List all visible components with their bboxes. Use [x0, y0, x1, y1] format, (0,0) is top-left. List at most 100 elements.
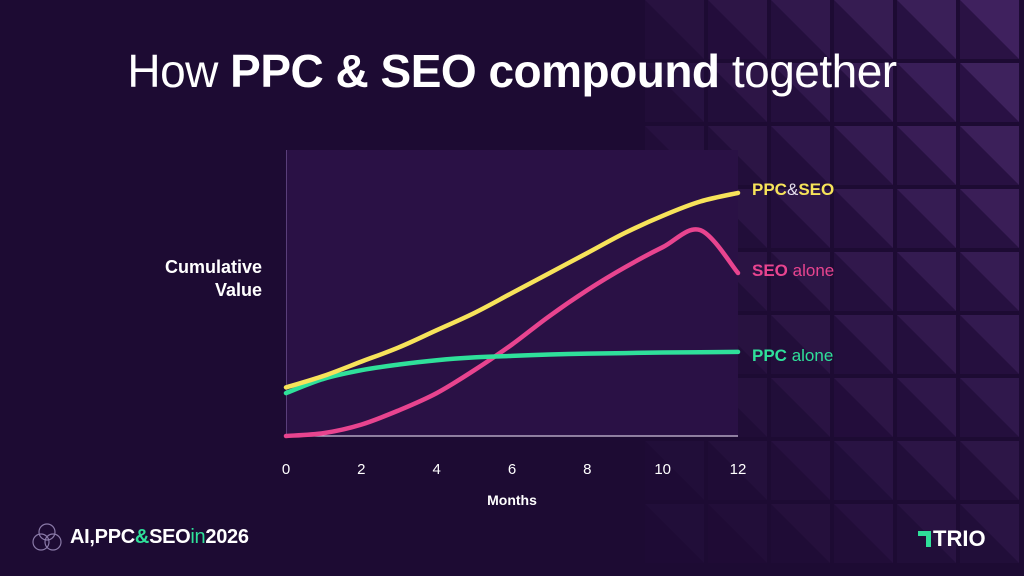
pattern-triangle [897, 441, 956, 500]
pattern-triangle [960, 126, 1019, 185]
pattern-triangle [771, 189, 830, 248]
pattern-triangle [771, 126, 830, 185]
trio-mark-icon [918, 531, 931, 547]
pattern-triangle [897, 0, 956, 59]
pattern-triangle [771, 0, 830, 59]
pattern-triangle [897, 189, 956, 248]
pattern-triangle [834, 504, 893, 563]
pattern-triangle [708, 441, 767, 500]
pattern-triangle [708, 0, 767, 59]
series-line-ppc-seo [283, 190, 741, 390]
pattern-triangle [834, 189, 893, 248]
pattern-triangle [897, 126, 956, 185]
pattern-triangle [960, 63, 1019, 122]
pattern-triangle [834, 315, 893, 374]
pattern-triangle [771, 315, 830, 374]
pattern-triangle [960, 126, 1019, 185]
pattern-triangle [771, 63, 830, 122]
x-tick-label: 6 [508, 461, 516, 478]
pattern-triangle [834, 63, 893, 122]
pattern-triangle [960, 252, 1019, 311]
trio-logo: TRIO [918, 526, 986, 552]
pattern-triangle [897, 315, 956, 374]
pattern-triangle [897, 126, 956, 185]
pattern-triangle [960, 378, 1019, 437]
legend-ppc-seo: PPC&SEO [752, 180, 835, 199]
pattern-triangle [960, 315, 1019, 374]
x-tick-label: 8 [583, 461, 591, 478]
pattern-triangle [897, 378, 956, 437]
x-tick-label: 0 [282, 461, 290, 478]
pattern-triangle [897, 0, 956, 59]
pattern-triangle [771, 441, 830, 500]
pattern-triangle [960, 189, 1019, 248]
pattern-triangle [897, 63, 956, 122]
pattern-triangle [834, 126, 893, 185]
pattern-triangle [960, 441, 1019, 500]
pattern-triangle [834, 252, 893, 311]
pattern-triangle [960, 0, 1019, 59]
pattern-triangle [645, 441, 704, 500]
x-tick-label: 10 [654, 461, 671, 478]
x-tick-label: 4 [432, 461, 440, 478]
pattern-triangle [834, 441, 893, 500]
pattern-triangle [834, 63, 893, 122]
pattern-triangle [645, 0, 704, 59]
x-axis-label: Months [487, 492, 537, 508]
pattern-triangle [834, 126, 893, 185]
pattern-triangle [708, 504, 767, 563]
pattern-triangle [771, 252, 830, 311]
pattern-triangle [834, 441, 893, 500]
pattern-triangle [834, 378, 893, 437]
x-tick-labels: 0 2 4 6 8 10 12 [282, 461, 747, 478]
event-branding: AI,PPC&SEOin2026 [70, 526, 249, 548]
pattern-triangle [960, 504, 1019, 563]
pattern-triangle [834, 252, 893, 311]
pattern-triangle [897, 189, 956, 248]
pattern-triangle [834, 378, 893, 437]
x-tick-label: 12 [730, 461, 747, 478]
pattern-triangle [960, 0, 1019, 59]
pattern-triangle [897, 63, 956, 122]
pattern-triangle [771, 378, 830, 437]
pattern-triangle [897, 378, 956, 437]
series-line-seo-alone [283, 227, 741, 439]
pattern-triangle [960, 189, 1019, 248]
pattern-triangle [834, 189, 893, 248]
pattern-triangle [960, 378, 1019, 437]
pattern-triangle [708, 63, 767, 122]
pattern-triangle [834, 0, 893, 59]
pattern-triangle [771, 504, 830, 563]
pattern-triangle [645, 504, 704, 563]
pattern-triangle [771, 189, 830, 248]
pattern-triangle [771, 252, 830, 311]
page-title: How PPC & SEO compound together [127, 45, 897, 97]
x-tick-label: 2 [357, 461, 365, 478]
pattern-triangle [645, 63, 704, 122]
y-axis-label: Cumulative Value [164, 257, 262, 300]
pattern-triangle [708, 0, 767, 59]
pattern-triangle [708, 441, 767, 500]
pattern-triangle [771, 0, 830, 59]
series-lines [283, 190, 741, 439]
pattern-triangle [897, 441, 956, 500]
venn-logo-icon [32, 523, 62, 551]
pattern-triangle [834, 315, 893, 374]
pattern-triangle [834, 0, 893, 59]
pattern-triangle [834, 504, 893, 563]
legend-ppc-alone: PPC alone [752, 346, 834, 365]
pattern-triangle [960, 63, 1019, 122]
pattern-triangle [771, 504, 830, 563]
pattern-triangle [771, 126, 830, 185]
legend-seo-alone: SEO alone [752, 261, 835, 280]
pattern-triangle [960, 315, 1019, 374]
series-line-ppc-alone [283, 349, 741, 396]
pattern-triangle [645, 63, 704, 122]
pattern-triangle [771, 315, 830, 374]
pattern-triangle [708, 63, 767, 122]
pattern-triangle [645, 0, 704, 59]
pattern-triangle [960, 504, 1019, 563]
pattern-triangle [897, 315, 956, 374]
